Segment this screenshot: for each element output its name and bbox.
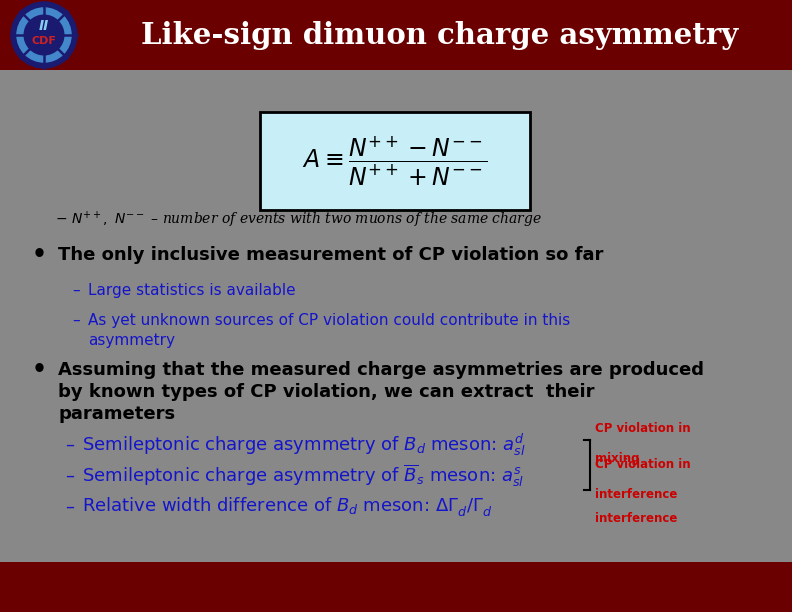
Text: Large statistics is available: Large statistics is available (88, 283, 295, 297)
Text: by known types of CP violation, we can extract  their: by known types of CP violation, we can e… (58, 383, 595, 401)
Text: •: • (32, 358, 47, 382)
Text: CP violation in: CP violation in (595, 458, 691, 471)
Text: mixing: mixing (595, 452, 639, 465)
Text: interference: interference (595, 512, 677, 525)
Text: CP violation in: CP violation in (595, 422, 691, 435)
Circle shape (25, 15, 64, 55)
Text: –: – (65, 498, 74, 516)
Text: interference: interference (595, 488, 677, 501)
Bar (0, 0, 792, 70)
Circle shape (17, 8, 71, 62)
Text: $-\ N^{++},\ N^{--}$ – number of events with two muons of the same charge: $-\ N^{++},\ N^{--}$ – number of events … (55, 210, 542, 230)
Text: –: – (65, 467, 74, 485)
Text: Semileptonic charge asymmetry of $\overline{B}_s$ meson: $a^s_{sl}$: Semileptonic charge asymmetry of $\overl… (82, 463, 524, 489)
Text: Semileptonic charge asymmetry of $B_d$ meson: $a^d_{sl}$: Semileptonic charge asymmetry of $B_d$ m… (82, 432, 526, 458)
Text: •: • (32, 243, 47, 267)
Circle shape (11, 2, 77, 68)
Text: –: – (65, 436, 74, 454)
Text: II: II (39, 19, 49, 33)
Text: The only inclusive measurement of CP violation so far: The only inclusive measurement of CP vio… (58, 246, 604, 264)
Bar (0, 562, 792, 612)
Text: $A \equiv \dfrac{N^{++} - N^{--}}{N^{++} + N^{--}}$: $A \equiv \dfrac{N^{++} - N^{--}}{N^{++}… (302, 134, 488, 188)
Text: Relative width difference of $B_d$ meson: $\Delta\Gamma_d^{}/\Gamma_d^{}$: Relative width difference of $B_d$ meson… (82, 496, 493, 518)
Text: As yet unknown sources of CP violation could contribute in this: As yet unknown sources of CP violation c… (88, 313, 570, 327)
Text: Assuming that the measured charge asymmetries are produced: Assuming that the measured charge asymme… (58, 361, 704, 379)
Text: CDF: CDF (32, 36, 56, 46)
Bar (260, 112, 530, 210)
Text: Like-sign dimuon charge asymmetry: Like-sign dimuon charge asymmetry (142, 20, 739, 50)
Text: –: – (72, 283, 80, 297)
Text: asymmetry: asymmetry (88, 332, 175, 348)
Text: parameters: parameters (58, 405, 175, 423)
Text: –: – (72, 313, 80, 327)
